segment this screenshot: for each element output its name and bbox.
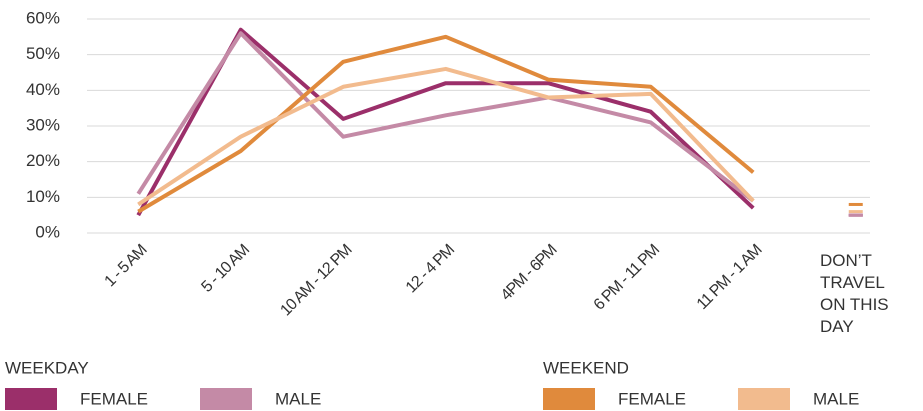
x-tick-label: 4PM - 6PM [498,241,561,304]
legend-label: FEMALE [80,389,148,408]
legend-swatch [5,388,57,410]
legend-label: MALE [813,389,859,408]
x-tick-label: 6 PM - 11 PM [591,241,663,313]
y-tick-label: 50% [26,44,60,63]
x-tick-label: 5 - 10 AM [198,241,253,296]
legend-group-title: WEEKDAY [5,358,89,377]
legend-swatch [543,388,595,410]
x-tick-label: 10 AM - 12 PM [277,241,355,319]
legend-label: MALE [275,389,321,408]
legend-swatch [200,388,252,410]
y-tick-label: 10% [26,187,60,206]
series-line [136,27,755,217]
x-tick-label: 11 PM - 1 AM [694,241,766,313]
y-tick-label: 0% [35,222,60,241]
x-tick-label: 12 - 4 PM [403,241,458,296]
y-tick-label: 20% [26,151,60,170]
legend-label: FEMALE [618,389,686,408]
y-tick-label: 30% [26,115,60,134]
series-line [137,66,755,207]
legend-swatch [738,388,790,410]
x-tick-label: 1 - 5 AM [102,241,151,290]
y-tick-label: 60% [26,8,60,27]
series-line [136,31,755,203]
y-tick-label: 40% [26,80,60,99]
series-line [137,34,755,214]
x-tick-label: DON’T TRAVEL ON THIS DAY [820,251,889,336]
legend-group-title: WEEKEND [543,358,629,377]
